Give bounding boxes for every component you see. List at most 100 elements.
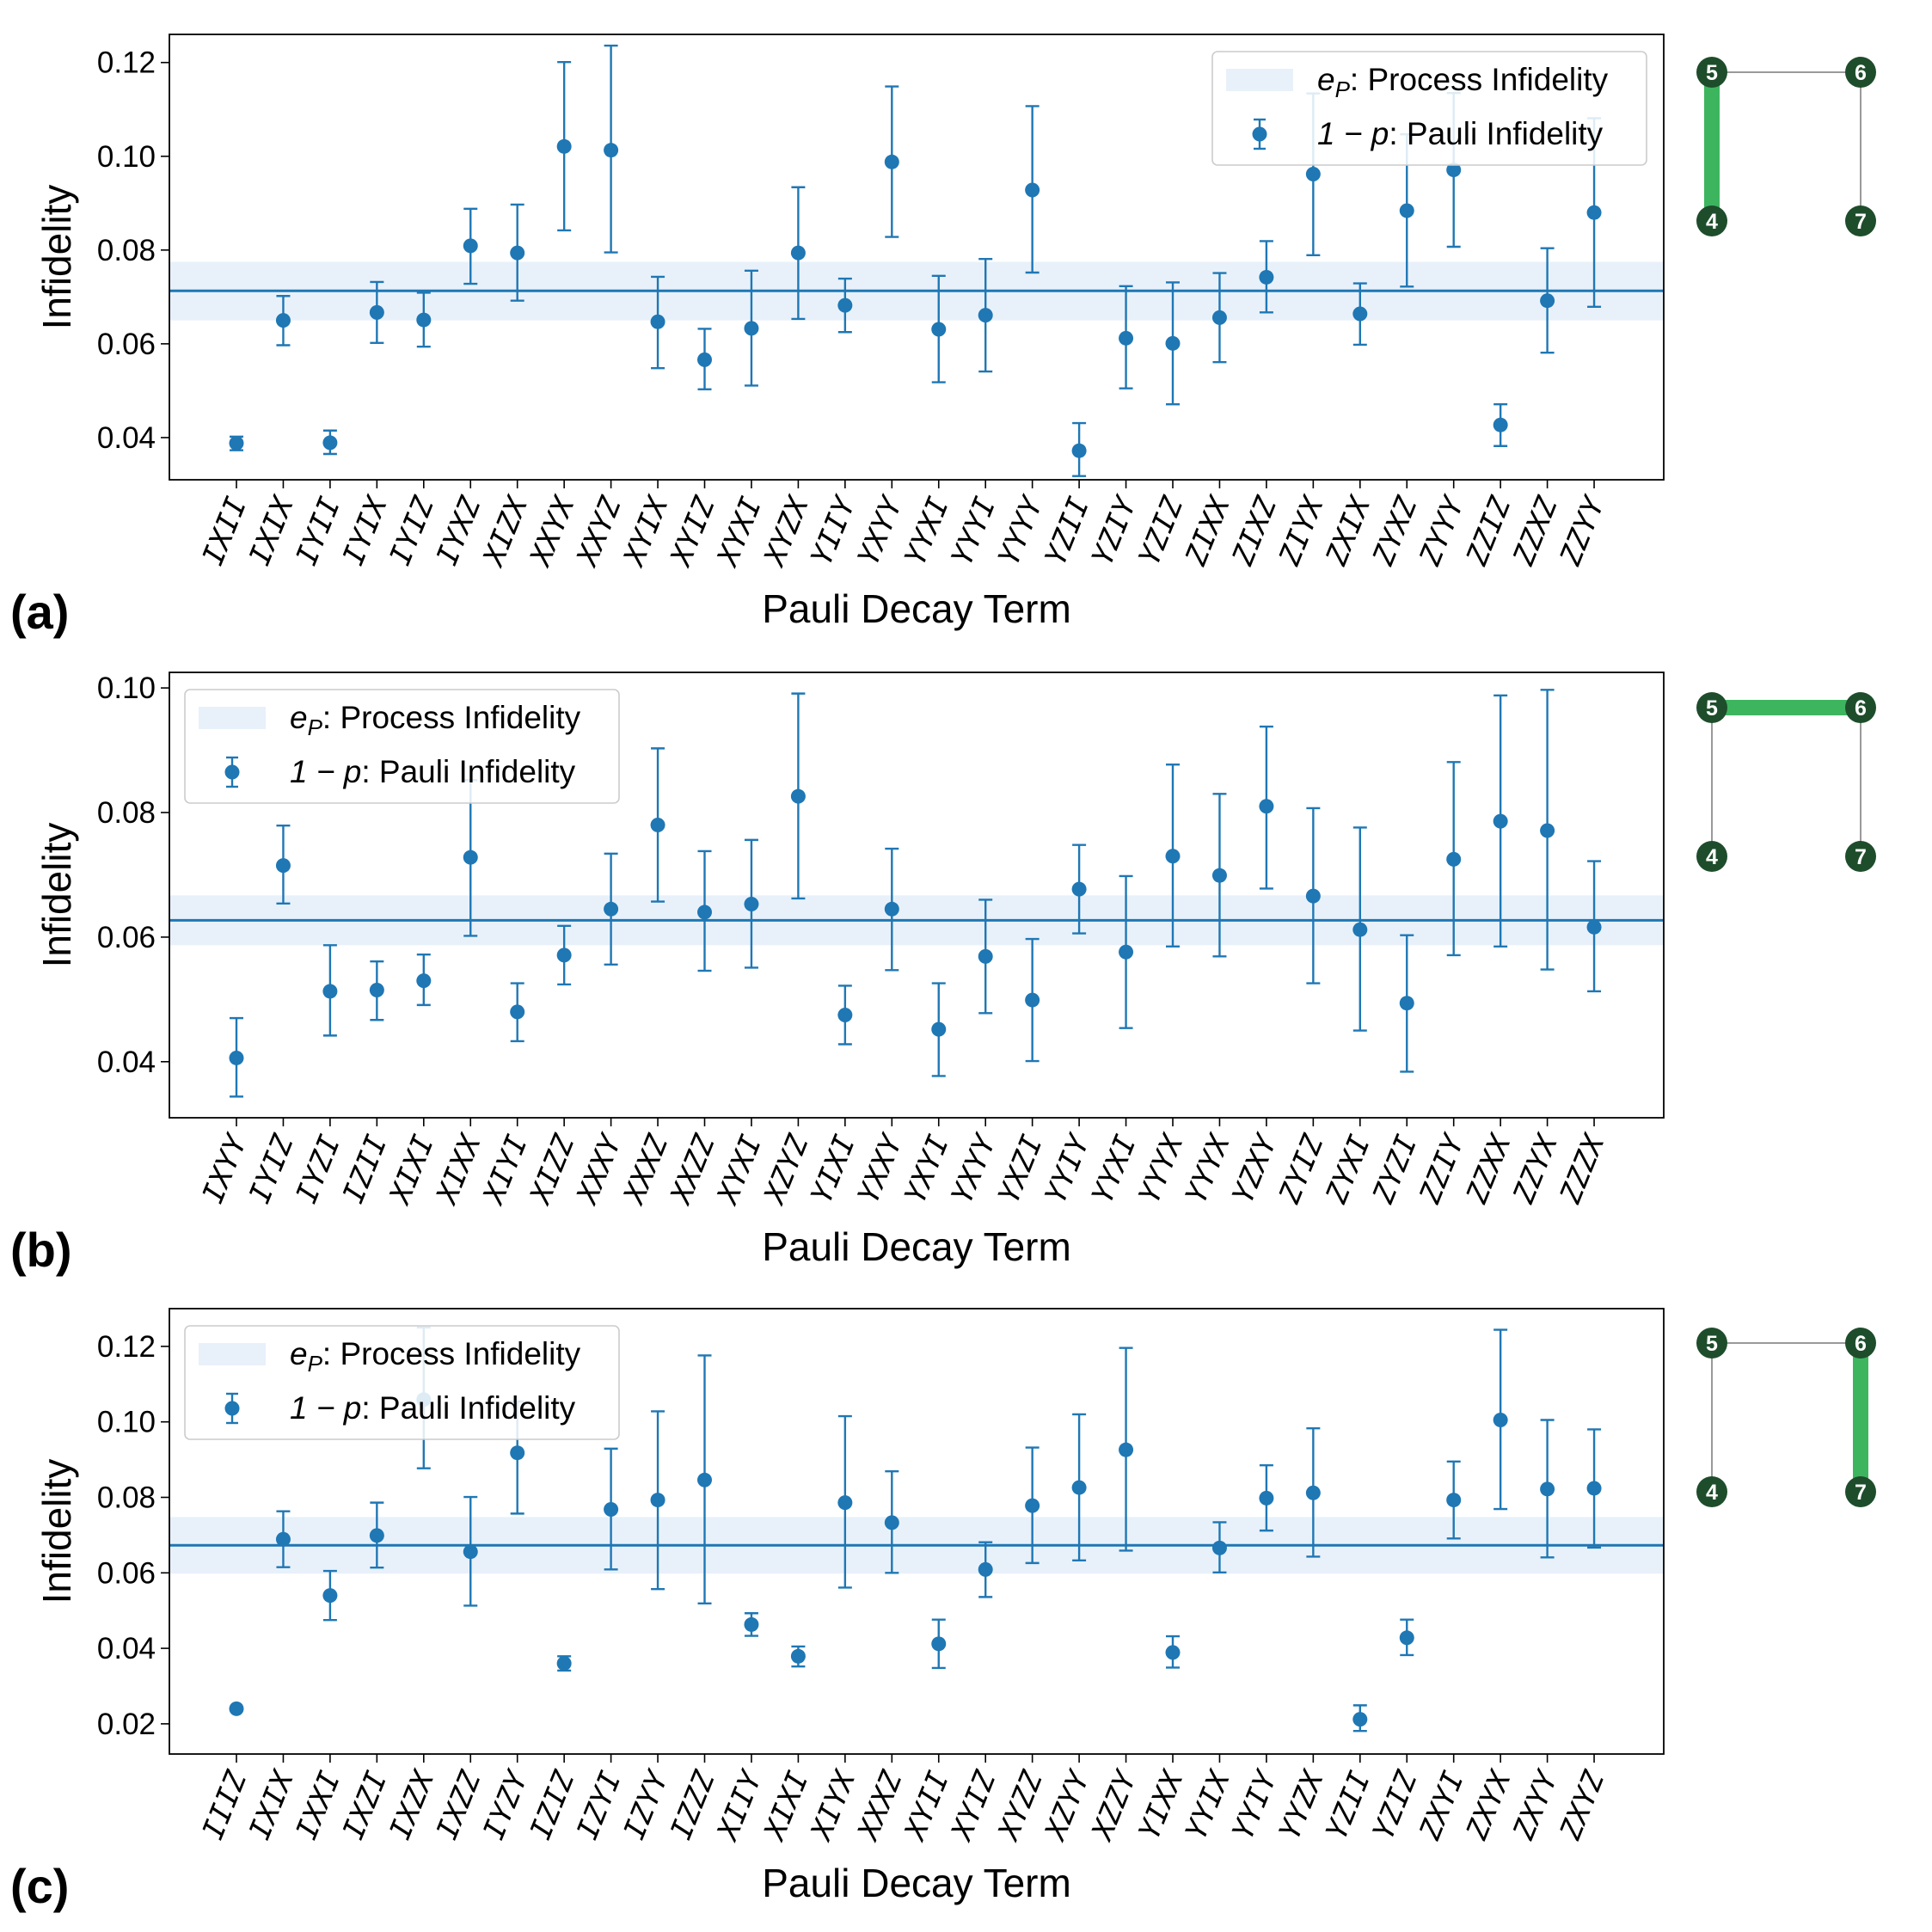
data-point [322, 1569, 338, 1622]
marker [1259, 269, 1274, 285]
marker [1586, 919, 1602, 935]
marker [1025, 992, 1040, 1008]
data-point [1119, 1346, 1134, 1552]
y-tick-label: 0.06 [97, 921, 156, 954]
x-tick-label: XXYZ [569, 491, 629, 573]
data-point [369, 960, 384, 1021]
marker [1305, 1485, 1321, 1500]
data-point [1259, 725, 1274, 890]
data-point [510, 982, 525, 1043]
data-point [1493, 694, 1508, 948]
qubit-label: 6 [1855, 696, 1867, 721]
marker [1025, 182, 1040, 198]
data-point [978, 1541, 993, 1598]
qubit-label: 4 [1706, 210, 1718, 234]
legend-pauli-text: 1 − p: Pauli Infidelity [1317, 116, 1604, 151]
data-point [1446, 1460, 1462, 1540]
marker [416, 973, 432, 989]
marker [884, 901, 899, 917]
data-point [1211, 272, 1227, 364]
data-point [744, 269, 759, 387]
data-point [1586, 860, 1602, 993]
x-axis-label: Pauli Decay Term [762, 586, 1071, 631]
marker [1211, 868, 1227, 883]
marker [1119, 944, 1134, 960]
data-point [229, 1701, 244, 1716]
marker [322, 1588, 338, 1604]
x-tick-label: ZZZX [1553, 1128, 1612, 1209]
qubit-node [1845, 57, 1876, 88]
panel-label: (c) [10, 1859, 69, 1913]
qubit-node [1845, 841, 1876, 872]
data-point [1119, 874, 1134, 1029]
data-point [790, 692, 806, 900]
data-point [229, 1016, 244, 1098]
marker [556, 948, 572, 963]
legend-marker-swatch [224, 764, 240, 780]
marker [1211, 1540, 1227, 1555]
qubit-node [1696, 57, 1727, 88]
panel-label: (a) [10, 585, 69, 639]
qubit-label: 7 [1855, 210, 1867, 234]
marker [884, 154, 899, 169]
legend-pauli-text: 1 − p: Pauli Infidelity [290, 754, 576, 789]
marker [1165, 849, 1181, 864]
marker [604, 1502, 619, 1518]
data-point [1352, 282, 1368, 347]
qubit-label: 6 [1855, 61, 1867, 85]
marker [463, 849, 478, 865]
x-tick-label: ZXYZ [1553, 1765, 1612, 1845]
x-tick-label: XIIY [709, 1764, 770, 1847]
marker [744, 897, 759, 912]
legend-marker-swatch [224, 1401, 240, 1416]
marker [697, 1472, 712, 1487]
legend-process-symbol: e [1317, 62, 1335, 97]
marker [1305, 166, 1321, 181]
data-point [790, 186, 806, 321]
data-point [275, 295, 291, 347]
marker [884, 1515, 899, 1530]
marker [322, 984, 338, 999]
data-point [416, 953, 432, 1007]
data-point [978, 257, 993, 373]
x-tick-label: XYIX [616, 490, 677, 573]
y-tick-label: 0.06 [97, 328, 156, 361]
plot-frame [169, 672, 1665, 1119]
marker [1259, 1490, 1274, 1506]
marker [1399, 203, 1414, 218]
marker [1259, 799, 1274, 814]
marker [1540, 293, 1555, 309]
x-axis-label: Pauli Decay Term [762, 1224, 1071, 1269]
qubit-node [1845, 1328, 1876, 1359]
data-point [1211, 793, 1227, 958]
qubit-label: 7 [1855, 845, 1867, 869]
legend-band-swatch [199, 1343, 266, 1365]
data-point [650, 275, 665, 370]
marker [416, 312, 432, 328]
x-tick-label: XZYZ [757, 1129, 816, 1211]
marker [744, 1616, 759, 1632]
y-tick-label: 0.04 [97, 421, 156, 455]
data-point [1540, 247, 1555, 354]
marker [790, 788, 806, 804]
data-point [604, 44, 619, 254]
y-tick-label: 0.12 [97, 1330, 156, 1364]
marker [369, 304, 384, 320]
qubit-node [1845, 1476, 1876, 1507]
data-point [275, 825, 291, 905]
panel-c: 0.020.040.060.080.100.12IIIZIXIXIXXIIXZI… [10, 1308, 1665, 1913]
data-point [463, 207, 478, 285]
data-point [229, 435, 244, 451]
x-tick-label: XIYX [803, 1764, 863, 1847]
data-point [978, 899, 993, 1015]
data-point [1071, 843, 1087, 935]
data-point [1165, 764, 1181, 948]
y-tick-label: 0.02 [97, 1708, 156, 1741]
marker [369, 1528, 384, 1543]
marker [978, 1561, 993, 1577]
y-tick-label: 0.08 [97, 796, 156, 830]
data-point [1446, 761, 1462, 957]
y-tick-label: 0.06 [97, 1556, 156, 1590]
y-axis-label: Infidelity [34, 823, 79, 968]
data-point [884, 847, 899, 972]
